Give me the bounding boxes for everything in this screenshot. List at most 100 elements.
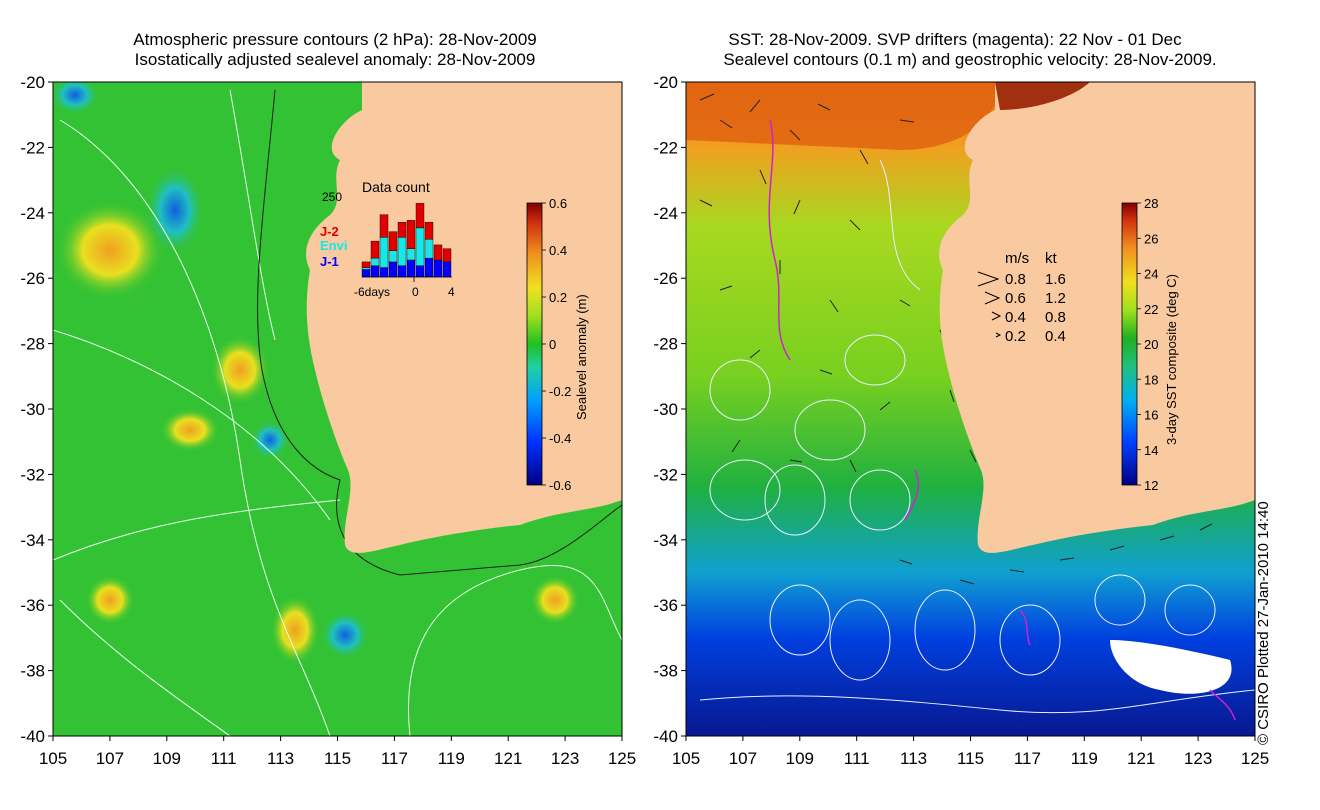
bar-envi xyxy=(361,267,371,270)
left-map-title-line1: Atmospheric pressure contours (2 hPa): 2… xyxy=(133,30,537,49)
y-tick-label: -32 xyxy=(20,465,45,484)
bar-envi xyxy=(388,250,398,263)
velocity-row-ms: 0.2 xyxy=(1005,328,1026,345)
shelf-break-contour xyxy=(257,89,622,576)
legend-envi: Envi xyxy=(320,238,347,253)
svp-drifter-track xyxy=(904,469,920,521)
bar-j2 xyxy=(361,261,371,268)
x-tick-label: 123 xyxy=(1184,749,1212,768)
left-axis-ticks: -20 -22 -24 -26 -28 -30 -32 -34 -36 -38 -40 105 107 1… xyxy=(20,73,636,768)
y-tick-label: -40 xyxy=(653,727,678,746)
x-tick-label: 121 xyxy=(1127,749,1155,768)
bar-j1 xyxy=(397,265,407,278)
x-tick-label: 109 xyxy=(786,749,814,768)
bar-j2 xyxy=(397,222,407,238)
y-tick-label: -38 xyxy=(653,662,678,681)
bar-j1 xyxy=(442,261,452,278)
sla-high-anomaly xyxy=(210,335,270,405)
velocity-row-kt: 1.6 xyxy=(1045,271,1066,288)
svp-drifter-track xyxy=(768,119,791,361)
colorbar-tick-label: 26 xyxy=(1144,231,1158,246)
sla-low-anomaly xyxy=(250,420,290,460)
colorbar-tick-label: 20 xyxy=(1144,337,1158,352)
land-tropical-hot-sst xyxy=(995,82,1090,110)
x-tick-label: 119 xyxy=(438,749,465,768)
y-tick-label: -38 xyxy=(20,662,45,681)
bar-j2 xyxy=(433,244,443,261)
svp-drifter-track xyxy=(1209,689,1236,721)
colorbar-tick-label: 16 xyxy=(1144,408,1158,423)
sla-colorbar xyxy=(526,202,543,486)
bar-j1 xyxy=(370,265,380,278)
legend-j2: J-2 xyxy=(320,224,339,239)
bar-envi xyxy=(424,239,434,259)
x-tick-label: 125 xyxy=(1241,749,1269,768)
bar-j2 xyxy=(442,248,452,263)
y-tick-label: -22 xyxy=(653,138,678,157)
sla-high-anomaly xyxy=(160,408,220,452)
y-tick-label: -22 xyxy=(20,138,45,157)
copyright-notice: © CSIRO Plotted 27-Jan-2010 14:40 xyxy=(1255,501,1272,745)
svp-drifter-track xyxy=(1019,609,1031,646)
bar-j2 xyxy=(415,203,425,229)
y-tick-label: -34 xyxy=(653,531,678,550)
bar-j1 xyxy=(433,259,443,278)
bar-j1 xyxy=(406,259,416,278)
colorbar-tick-label: 22 xyxy=(1144,302,1158,317)
velocity-arrow-0.4 xyxy=(991,311,1002,321)
x-tick-label: 111 xyxy=(211,749,237,768)
land-australia xyxy=(939,82,1255,553)
bar-envi xyxy=(406,248,416,261)
x-tick-label: 117 xyxy=(381,749,408,768)
bar-envi xyxy=(415,227,425,266)
colorbar-tick-label: 0.2 xyxy=(549,290,567,305)
x-tick-label: 115 xyxy=(324,749,351,768)
pressure-contour xyxy=(229,89,276,341)
velocity-legend-kt-header: kt xyxy=(1045,250,1058,267)
bar-j2 xyxy=(424,222,434,240)
velocity-legend-ms-header: m/s xyxy=(1005,250,1029,267)
colorbar-tick-label: -0.2 xyxy=(549,384,571,399)
y-tick-label: -36 xyxy=(653,596,678,615)
x-tick-label: 113 xyxy=(900,749,927,768)
y-tick-label: -30 xyxy=(653,400,678,419)
pressure-contour xyxy=(59,119,331,736)
pressure-contour xyxy=(53,329,331,521)
right-axis-ticks: -20 -22 -24 -26 -28 -30 -32 -34 -36 -38 -40 105 107 1… xyxy=(653,73,1269,768)
sla-high-anomaly xyxy=(270,595,320,665)
velocity-legend: m/s kt 0.8 1.6 0.6 1.2 0.4 0.8 0.2 0.4 xyxy=(977,250,1066,345)
right-map-title-line1: SST: 28-Nov-2009. SVP drifters (magenta)… xyxy=(728,30,1182,49)
x-tick-label: 113 xyxy=(267,749,294,768)
y-tick-label: -36 xyxy=(20,596,45,615)
y-tick-label: -24 xyxy=(20,204,45,223)
x-tick-label: 107 xyxy=(729,749,757,768)
colorbar-tick-label: -0.6 xyxy=(549,478,571,493)
bar-j1 xyxy=(388,261,398,278)
colorbar-tick-label: 24 xyxy=(1144,267,1158,282)
y-tick-label: -28 xyxy=(20,335,45,354)
colorbar-tick-label: 0 xyxy=(549,337,556,352)
sst-colorbar xyxy=(1121,202,1138,486)
velocity-row-kt: 0.8 xyxy=(1045,309,1066,326)
pressure-contour xyxy=(53,499,341,561)
x-tick-label: 105 xyxy=(672,749,700,768)
bar-j1 xyxy=(415,265,425,278)
x-tick-label: 115 xyxy=(957,749,984,768)
bar-j2 xyxy=(388,231,398,251)
y-tick-label: -20 xyxy=(653,73,678,92)
data-count-xlabel-zero: 0 xyxy=(412,285,419,299)
velocity-row-kt: 0.4 xyxy=(1045,328,1066,345)
data-count-inset: Data count 250 -6days 0 4 J-2 Envi J-1 xyxy=(320,179,455,299)
right-map xyxy=(686,82,1255,736)
sla-colorbar-ticks: 0.6 0.4 0.2 0 -0.2 -0.4 -0.6 xyxy=(542,196,571,493)
data-count-title: Data count xyxy=(362,179,430,195)
x-tick-label: 109 xyxy=(153,749,181,768)
x-tick-label: 125 xyxy=(608,749,636,768)
sst-colorbar-label: 3-day SST composite (deg C) xyxy=(1164,274,1179,445)
bar-j1 xyxy=(424,257,434,278)
bar-j2 xyxy=(370,240,380,259)
bar-j1 xyxy=(379,267,389,278)
legend-j1: J-1 xyxy=(320,254,339,269)
colorbar-tick-label: 0.6 xyxy=(549,196,567,211)
sla-colorbar-label: Sealevel anomaly (m) xyxy=(574,294,589,420)
